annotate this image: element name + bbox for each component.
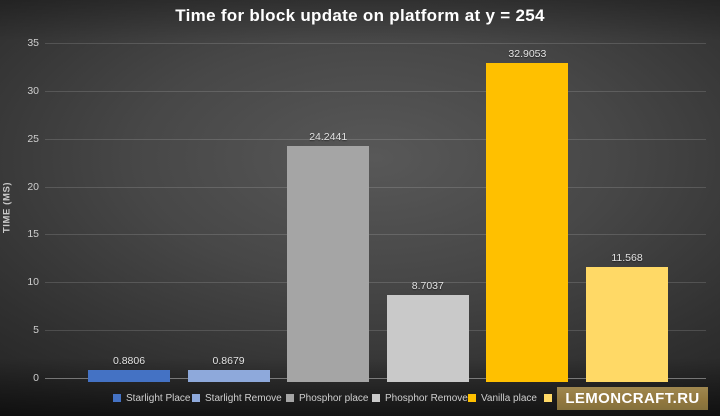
y-tick-label-5: 5 [33, 324, 39, 337]
bar-starlight-place [88, 369, 170, 382]
legend-swatch-icon [113, 394, 121, 402]
gridline-10 [45, 282, 706, 284]
gridline-30 [45, 90, 706, 92]
legend-item-starlight-remove: Starlight Remove [192, 392, 282, 404]
legend-label: Starlight Remove [205, 392, 282, 404]
watermark-lemoncraft: LEMONCRAFT.RU [557, 387, 708, 410]
gridline-15 [45, 234, 706, 236]
bar-value-label-phosphor-place: 24.2441 [309, 130, 348, 143]
y-tick-label-15: 15 [27, 228, 39, 241]
bar-6 [586, 267, 668, 382]
legend-item-phosphor-place: Phosphor place [286, 392, 369, 404]
gridline-5 [45, 330, 706, 332]
bar-phosphor-place [287, 145, 370, 382]
chart-title: Time for block update on platform at y =… [175, 6, 545, 25]
gridline-25 [45, 138, 706, 140]
y-tick-label-35: 35 [27, 37, 39, 49]
legend-label: Vanilla place [481, 392, 537, 404]
bar-vanilla-place [486, 63, 569, 382]
bar-value-label-6: 11.568 [611, 252, 643, 265]
bar-value-label-phosphor-remove: 8.7037 [411, 279, 444, 292]
bar-starlight-remove [187, 369, 270, 382]
legend-label: Starlight Place [126, 392, 191, 404]
legend-item-phosphor-remove: Phosphor Remove [372, 392, 468, 404]
bar-value-label-starlight-place: 0.8806 [112, 354, 146, 367]
gridline-0 [45, 378, 706, 379]
y-tick-label-10: 10 [27, 276, 39, 289]
y-tick-label-30: 30 [27, 84, 39, 97]
gridline-20 [45, 186, 706, 188]
legend-swatch-icon [468, 394, 476, 402]
legend-item-starlight-place: Starlight Place [113, 392, 191, 404]
gridline-35 [45, 43, 706, 44]
legend-item-6 [544, 393, 557, 403]
legend-swatch-icon [192, 394, 200, 402]
legend-item-vanilla-place: Vanilla place [468, 392, 537, 404]
bar-value-label-vanilla-place: 32.9053 [508, 48, 547, 61]
y-tick-label-0: 0 [33, 372, 39, 384]
legend-swatch-icon [544, 394, 552, 402]
bar-value-label-starlight-remove: 0.8679 [212, 354, 245, 367]
legend-label: Phosphor Remove [385, 392, 468, 404]
legend-swatch-icon [372, 394, 380, 402]
legend-swatch-icon [286, 394, 294, 402]
y-tick-label-20: 20 [27, 180, 39, 193]
y-tick-label-25: 25 [27, 132, 39, 145]
legend-label: Phosphor place [299, 392, 369, 404]
bar-phosphor-remove [386, 294, 469, 382]
